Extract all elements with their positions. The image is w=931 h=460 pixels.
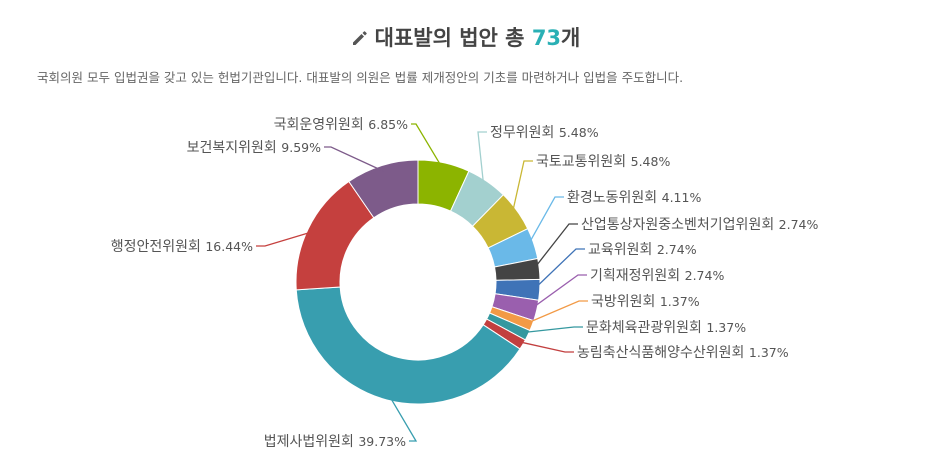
page-title: 대표발의 법안 총 73개 xyxy=(0,22,931,52)
slice-label: 국방위원회 1.37% xyxy=(591,294,700,310)
leader-line xyxy=(527,196,564,246)
leader-line xyxy=(517,340,574,353)
leader-line xyxy=(526,300,588,325)
leader-line xyxy=(256,230,314,247)
slice-label: 법제사법위원회 39.73% xyxy=(264,434,406,450)
leader-line xyxy=(533,248,585,290)
slice-label: 환경노동위원회 4.11% xyxy=(567,190,701,206)
slice-label: 산업통상자원중소벤처기업위원회 2.74% xyxy=(581,217,818,233)
leader-line xyxy=(324,146,384,172)
pencil-icon xyxy=(351,28,369,52)
title-count: 73 xyxy=(531,26,562,50)
slice-label: 교육위원회 2.74% xyxy=(588,242,697,258)
donut-slice[interactable] xyxy=(348,159,419,219)
leader-line xyxy=(477,131,487,187)
leader-line xyxy=(511,160,533,215)
slice-label: 보건복지위원회 9.59% xyxy=(187,140,321,156)
slice-label: 기획재정위원회 2.74% xyxy=(590,268,724,284)
page-description: 국회의원 모두 입법권을 갖고 있는 헌법기관입니다. 대표발의 의원은 법률 … xyxy=(37,70,684,85)
slice-label: 문화체육관광위원회 1.37% xyxy=(586,320,746,336)
leader-line xyxy=(532,223,578,270)
slice-label: 국회운영위원회 6.85% xyxy=(274,117,408,133)
slice-label: 국토교통위원회 5.48% xyxy=(536,154,670,170)
leader-line xyxy=(522,326,583,334)
title-suffix: 개 xyxy=(561,26,581,50)
slice-label: 행정안전위원회 16.44% xyxy=(111,239,253,255)
leader-line xyxy=(411,123,444,170)
slice-label: 정무위원회 5.48% xyxy=(490,125,599,141)
donut-slice[interactable] xyxy=(295,286,521,405)
leader-line xyxy=(530,274,587,310)
leader-line xyxy=(387,393,418,442)
title-prefix: 대표발의 법안 총 xyxy=(374,26,532,50)
slice-label: 농림축산식품해양수산위원회 1.37% xyxy=(577,345,789,361)
